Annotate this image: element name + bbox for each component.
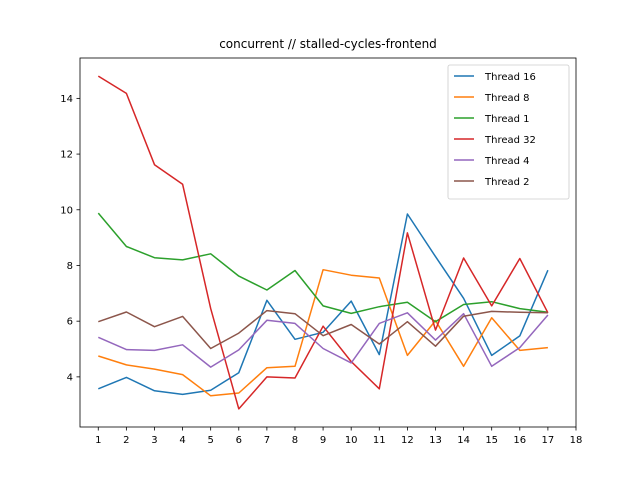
x-tick-label: 11 — [373, 435, 386, 446]
y-axis: 4 6 8 10 12 14 — [60, 94, 80, 383]
y-tick-label: 6 — [67, 317, 73, 328]
legend-label-thread-32: Thread 32 — [484, 135, 536, 146]
x-tick-label: 2 — [123, 435, 129, 446]
legend-label-thread-1: Thread 1 — [484, 114, 530, 125]
legend-box — [447, 64, 570, 200]
x-tick-label: 3 — [151, 435, 157, 446]
y-tick-label: 8 — [67, 261, 73, 272]
plot-lines — [97, 75, 549, 410]
x-tick-label: 9 — [320, 435, 326, 446]
y-tick-label: 12 — [60, 150, 73, 161]
legend-label-thread-4: Thread 4 — [484, 156, 530, 167]
x-tick-label: 16 — [513, 435, 526, 446]
legend-label-thread-2: Thread 2 — [484, 177, 530, 188]
x-tick-label: 7 — [264, 435, 270, 446]
x-tick-label: 10 — [345, 435, 358, 446]
x-tick-label: 17 — [542, 435, 555, 446]
x-tick-label: 15 — [485, 435, 498, 446]
x-tick-label: 8 — [292, 435, 298, 446]
x-tick-label: 18 — [570, 435, 583, 446]
series-line-thread-2 — [98, 309, 548, 350]
series-line-thread-8 — [98, 268, 548, 397]
series-line-thread-4 — [97, 312, 549, 368]
series-line-thread-16 — [98, 213, 549, 396]
legend-label-thread-16: Thread 16 — [484, 72, 536, 83]
x-tick-label: 13 — [429, 435, 442, 446]
x-tick-label: 6 — [236, 435, 242, 446]
x-tick-label: 4 — [179, 435, 185, 446]
y-tick-label: 14 — [60, 94, 73, 105]
series-line-thread-32 — [97, 75, 549, 410]
series-line-thread-1 — [97, 212, 548, 323]
y-tick-label: 10 — [60, 205, 73, 216]
x-axis: 1 2 3 4 5 6 7 8 9 10 11 12 13 14 15 16 17 18 — [95, 427, 582, 446]
chart-title: concurrent // stalled-cycles-frontend — [219, 37, 437, 51]
y-tick-label: 4 — [67, 372, 73, 383]
plot-frame — [79, 57, 577, 428]
legend-label-thread-8: Thread 8 — [484, 93, 530, 104]
legend: Thread 16 Thread 8 Thread 1 Thread 32 Thread… — [447, 64, 570, 200]
x-tick-label: 1 — [95, 435, 101, 446]
x-tick-label: 5 — [207, 435, 213, 446]
x-tick-label: 12 — [401, 435, 414, 446]
x-tick-label: 14 — [457, 435, 470, 446]
